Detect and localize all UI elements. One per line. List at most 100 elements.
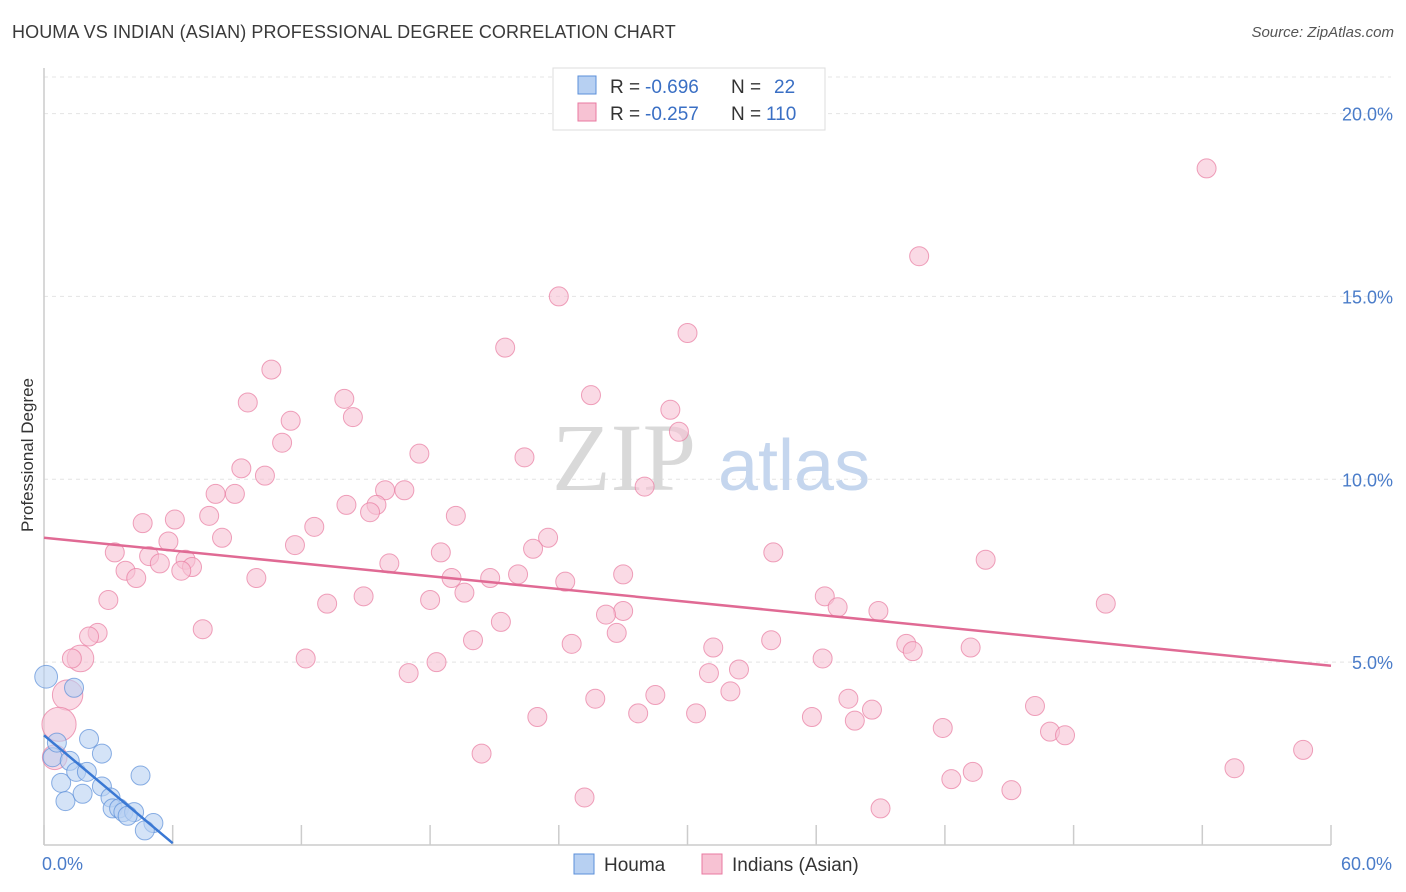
data-point bbox=[495, 337, 516, 358]
y-tick-label: 15.0% bbox=[1342, 287, 1393, 307]
data-point bbox=[34, 664, 59, 689]
data-point bbox=[360, 502, 381, 523]
data-point bbox=[728, 659, 749, 680]
data-point bbox=[523, 538, 544, 559]
data-point bbox=[585, 688, 606, 709]
data-point bbox=[426, 652, 447, 673]
data-point bbox=[471, 743, 492, 764]
bottom-legend: Houma Indians (Asian) bbox=[573, 853, 859, 876]
data-point bbox=[677, 323, 698, 343]
data-point bbox=[104, 542, 125, 563]
data-point bbox=[962, 761, 983, 782]
data-point bbox=[1024, 696, 1045, 717]
data-point bbox=[1224, 758, 1245, 779]
trend-lines bbox=[43, 536, 1332, 845]
data-point bbox=[720, 681, 741, 702]
data-point bbox=[548, 286, 569, 307]
data-point bbox=[134, 820, 155, 841]
data-point bbox=[445, 505, 466, 526]
data-point bbox=[668, 421, 689, 442]
watermark-atlas: atlas bbox=[718, 426, 870, 506]
y-tick-label: 5.0% bbox=[1352, 653, 1393, 673]
data-point bbox=[686, 703, 707, 724]
data-point bbox=[398, 663, 419, 684]
data-point bbox=[508, 564, 529, 585]
x-tick-label-max: 60.0% bbox=[1341, 854, 1392, 874]
data-point bbox=[212, 527, 233, 548]
data-point bbox=[463, 630, 483, 651]
legend-swatch-indians bbox=[577, 102, 597, 122]
series-indians-points bbox=[41, 158, 1314, 819]
data-point bbox=[79, 728, 100, 749]
data-point bbox=[46, 732, 67, 753]
bottom-legend-indians: Indians (Asian) bbox=[732, 855, 859, 876]
x-tick-label-min: 0.0% bbox=[42, 854, 83, 874]
data-point bbox=[763, 542, 784, 563]
trend-line-indians bbox=[43, 536, 1332, 668]
data-point bbox=[336, 494, 357, 515]
data-point bbox=[703, 637, 724, 658]
data-point bbox=[317, 593, 338, 614]
y-tick-labels: 5.0% 10.0% 15.0% 20.0% bbox=[1342, 105, 1393, 674]
data-point bbox=[430, 542, 451, 563]
data-point bbox=[158, 531, 179, 552]
legend-r-value-indians: -0.257 bbox=[645, 104, 699, 125]
data-point bbox=[199, 505, 220, 526]
data-point bbox=[1055, 725, 1076, 746]
legend-n-value-indians: 110 bbox=[766, 104, 796, 125]
data-point bbox=[574, 787, 595, 808]
data-point bbox=[527, 707, 548, 727]
data-point bbox=[164, 509, 185, 530]
data-point bbox=[613, 564, 634, 585]
data-point bbox=[1196, 158, 1217, 179]
data-point bbox=[205, 483, 226, 504]
data-point bbox=[634, 476, 655, 497]
data-point bbox=[538, 527, 559, 548]
y-axis-title: Professional Degree bbox=[18, 378, 37, 532]
bottom-legend-swatch-indians bbox=[701, 853, 723, 875]
data-point bbox=[171, 560, 192, 581]
data-point bbox=[79, 626, 100, 647]
data-point bbox=[132, 513, 153, 534]
data-point bbox=[334, 388, 355, 409]
legend-box: R = -0.696 N = 22 R = -0.257 N = 110 bbox=[552, 67, 826, 131]
data-point bbox=[555, 571, 576, 592]
gridlines bbox=[44, 76, 1391, 663]
legend-n-label-houma: N = bbox=[731, 77, 761, 98]
data-point bbox=[561, 633, 582, 654]
source-label: Source: ZipAtlas.com bbox=[1251, 24, 1394, 41]
data-point bbox=[1293, 739, 1314, 760]
data-point bbox=[814, 586, 835, 607]
data-point bbox=[192, 619, 213, 640]
data-point bbox=[932, 717, 953, 738]
bottom-legend-houma: Houma bbox=[604, 855, 666, 876]
data-point bbox=[394, 480, 415, 501]
y-tick-label: 20.0% bbox=[1342, 105, 1393, 125]
data-point bbox=[254, 465, 275, 486]
legend-swatch-houma bbox=[577, 75, 597, 95]
data-point bbox=[490, 611, 511, 632]
data-point bbox=[827, 597, 848, 618]
data-point bbox=[838, 688, 859, 709]
data-point bbox=[941, 769, 962, 790]
legend-r-label-houma: R = bbox=[610, 77, 640, 98]
data-point bbox=[960, 637, 981, 658]
data-point bbox=[870, 798, 891, 819]
chart-title: HOUMA VS INDIAN (ASIAN) PROFESSIONAL DEG… bbox=[12, 22, 676, 42]
data-point bbox=[61, 648, 82, 669]
data-point bbox=[613, 600, 634, 621]
data-point bbox=[909, 246, 930, 267]
y-tick-label: 10.0% bbox=[1342, 470, 1393, 490]
watermark-zip: ZIP bbox=[552, 404, 696, 511]
trend-line-houma bbox=[43, 734, 174, 845]
data-point bbox=[295, 648, 316, 669]
data-point bbox=[231, 458, 252, 479]
data-point bbox=[246, 568, 267, 589]
data-point bbox=[237, 392, 258, 413]
data-point bbox=[1095, 593, 1116, 614]
data-point bbox=[454, 582, 475, 603]
data-point bbox=[409, 443, 430, 464]
data-point bbox=[126, 568, 147, 589]
data-point bbox=[64, 677, 85, 698]
